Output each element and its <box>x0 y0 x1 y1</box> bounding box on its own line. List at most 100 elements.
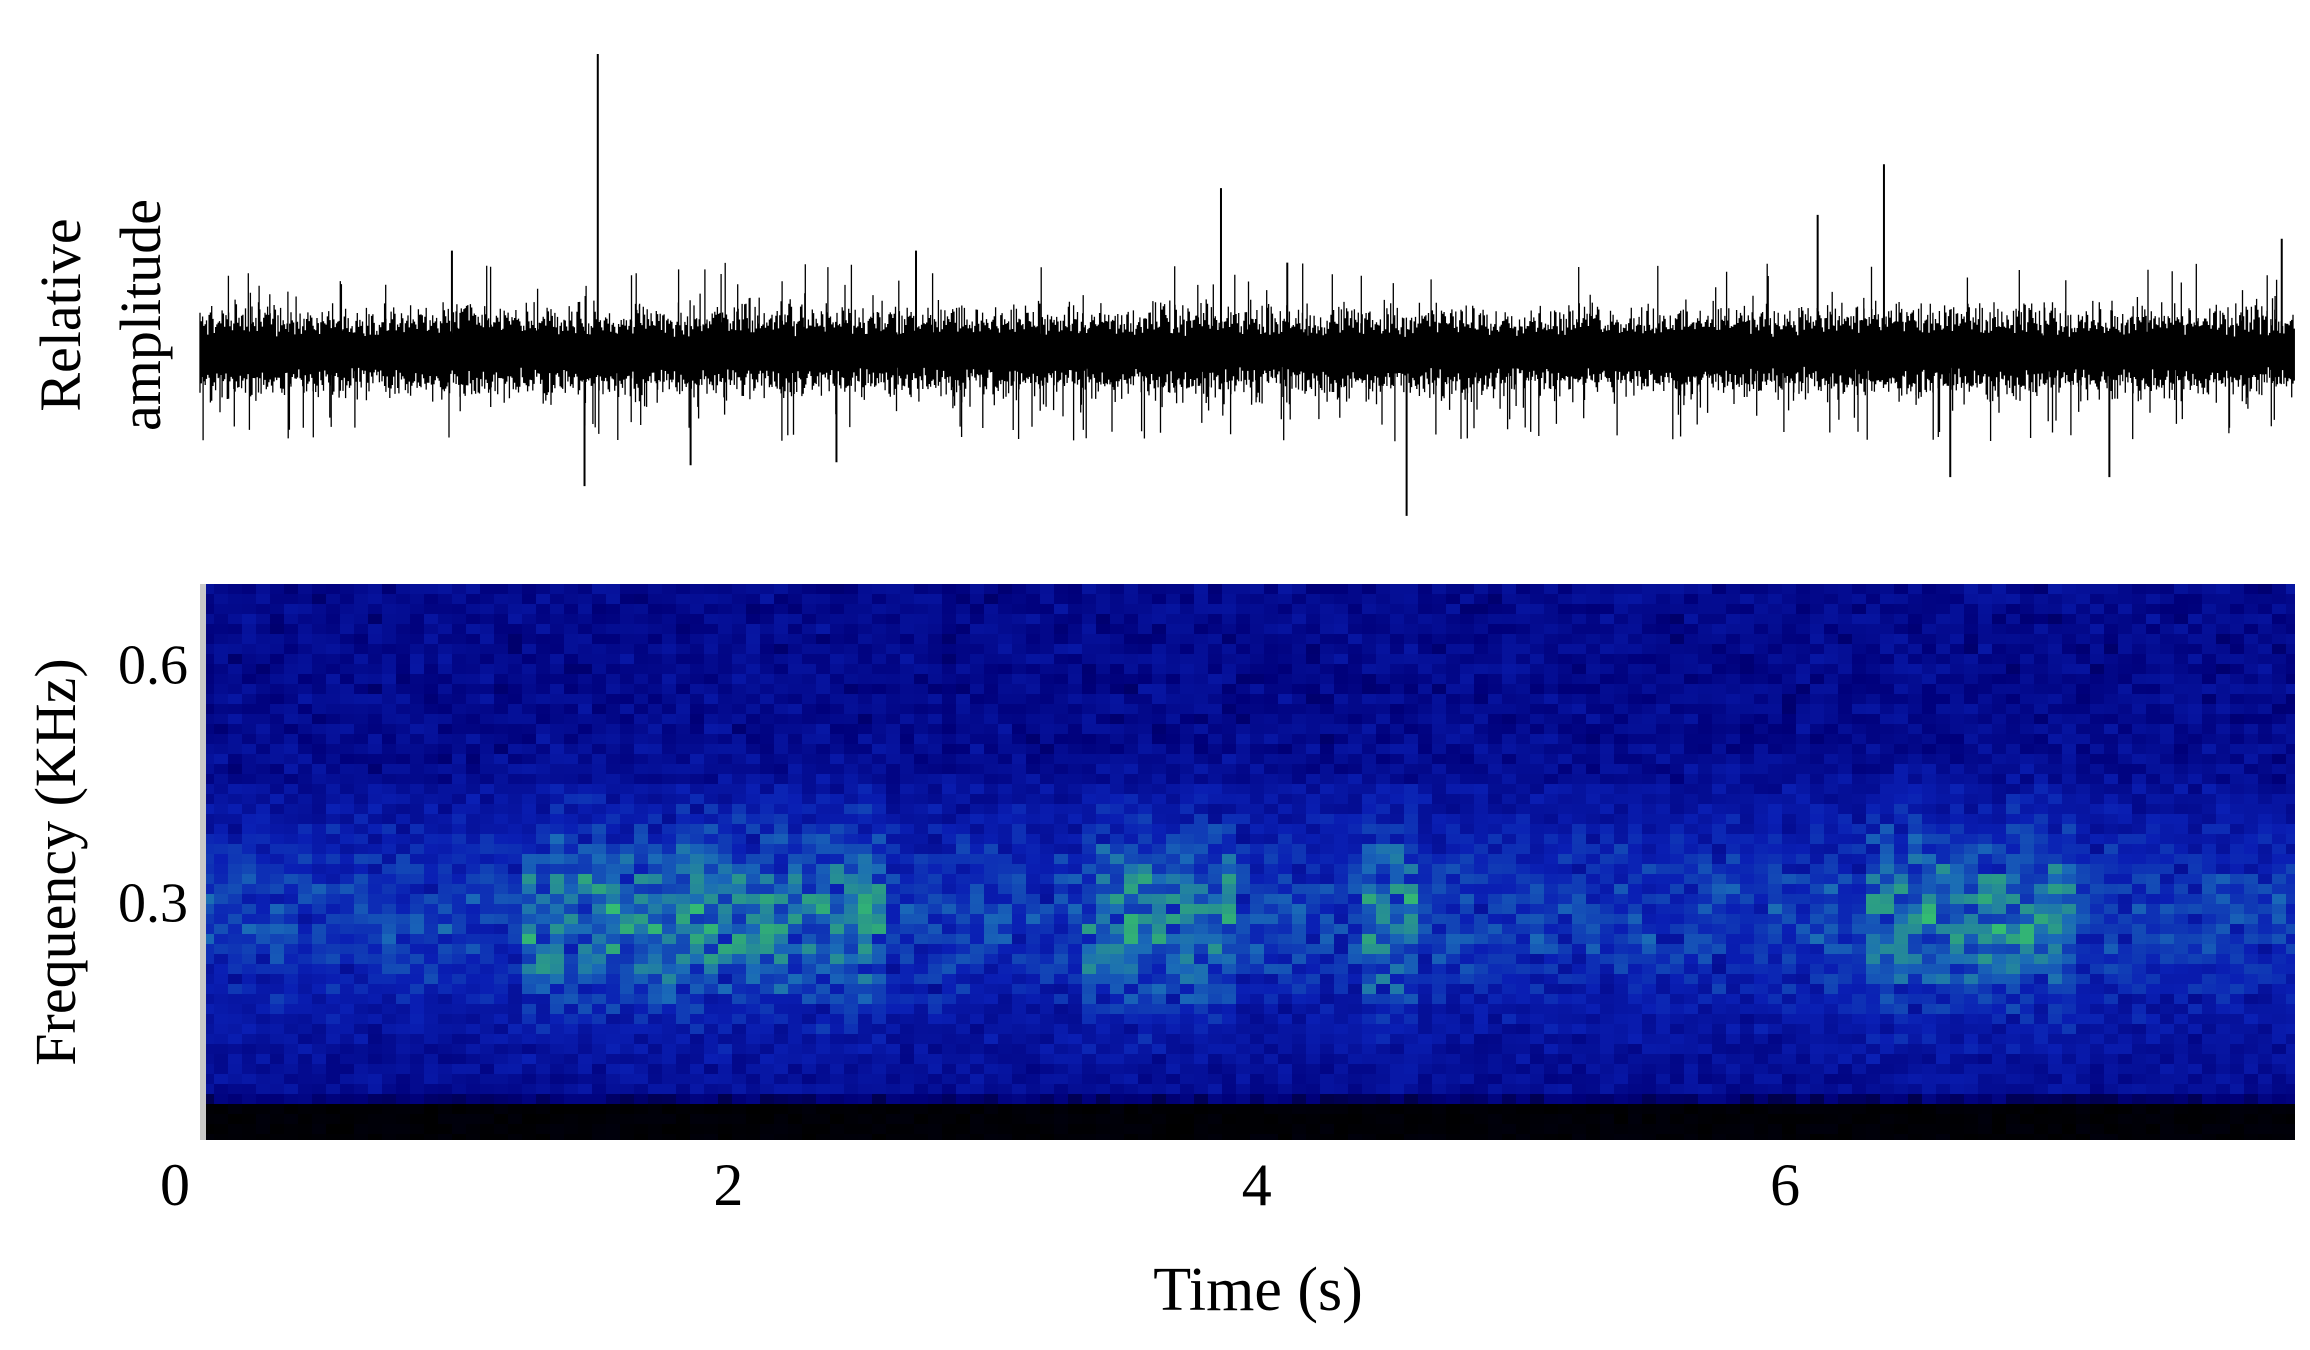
spectrogram-cell <box>1712 774 1727 785</box>
spectrogram-cell <box>1754 754 1769 765</box>
spectrogram-cell <box>466 724 481 735</box>
spectrogram-cell <box>256 714 271 725</box>
spectrogram-cell <box>2034 614 2049 625</box>
spectrogram-cell <box>508 614 523 625</box>
spectrogram-cell <box>998 624 1013 635</box>
spectrogram-cell <box>1572 804 1587 815</box>
spectrogram-cell <box>746 604 761 615</box>
spectrogram-cell <box>2160 604 2175 615</box>
spectrogram-cell <box>886 664 901 675</box>
spectrogram-cell <box>1810 654 1825 665</box>
spectrogram-cell <box>1250 784 1265 795</box>
spectrogram-cell <box>2090 764 2105 775</box>
spectrogram-cell <box>1866 724 1881 735</box>
spectrogram-cell <box>1572 624 1587 635</box>
spectrogram-cell <box>466 664 481 675</box>
spectrogram-cell <box>2132 594 2147 605</box>
spectrogram-cell <box>718 744 733 755</box>
spectrogram-cell <box>1530 864 1545 875</box>
spectrogram-cell <box>774 824 789 835</box>
spectrogram-cell <box>1474 674 1489 685</box>
spectrogram-cell <box>2286 604 2295 615</box>
spectrogram-cell <box>1404 614 1419 625</box>
spectrogram-cell <box>1922 614 1937 625</box>
spectrogram-cell <box>1418 754 1433 765</box>
spectrogram-cell <box>522 734 537 745</box>
spectrogram-cell <box>1460 894 1475 905</box>
spectrogram-cell <box>2272 624 2287 635</box>
spectrogram-cell <box>2104 654 2119 665</box>
spectrogram-cell <box>2188 854 2203 865</box>
spectrogram-cell <box>662 744 677 755</box>
spectrogram-cell <box>466 654 481 665</box>
spectrogram-cell <box>1502 724 1517 735</box>
spectrogram-cell <box>1054 724 1069 735</box>
spectrogram-cell <box>1278 714 1293 725</box>
spectrogram-cell <box>1502 584 1517 595</box>
spectrogram-cell <box>872 894 887 905</box>
spectrogram-cell <box>592 714 607 725</box>
spectrogram-cell <box>298 754 313 765</box>
spectrogram-cell <box>942 684 957 695</box>
spectrogram-cell <box>1166 804 1181 815</box>
spectrogram-cell <box>1936 674 1951 685</box>
spectrogram-cell <box>1124 784 1139 795</box>
spectrogram-cell <box>1194 624 1209 635</box>
spectrogram-cell <box>256 664 271 675</box>
spectrogram-cell <box>270 784 285 795</box>
spectrogram-cell <box>858 794 873 805</box>
spectrogram-cell <box>662 714 677 725</box>
spectrogram-cell <box>1614 654 1629 665</box>
spectrogram-cell <box>662 884 677 895</box>
spectrogram-cell <box>2146 644 2161 655</box>
spectrogram-cell <box>410 834 425 845</box>
spectrogram-cell <box>998 764 1013 775</box>
spectrogram-cell <box>494 894 509 905</box>
spectrogram-cell <box>984 804 999 815</box>
spectrogram-cell <box>1306 704 1321 715</box>
spectrogram-cell <box>1264 584 1279 595</box>
spectrogram-cell <box>466 674 481 685</box>
spectrogram-cell <box>522 914 537 925</box>
spectrogram-cell <box>760 764 775 775</box>
spectrogram-cell <box>1978 824 1993 835</box>
spectrogram-cell <box>1712 674 1727 685</box>
spectrogram-cell <box>942 844 957 855</box>
spectrogram-cell <box>648 854 663 865</box>
spectrogram-cell <box>984 844 999 855</box>
spectrogram-cell <box>634 784 649 795</box>
spectrogram-cell <box>1012 754 1027 765</box>
spectrogram-cell <box>1852 824 1867 835</box>
spectrogram-cell <box>564 624 579 635</box>
spectrogram-cell <box>746 614 761 625</box>
spectrogram-cell <box>2076 664 2091 675</box>
spectrogram-cell <box>2090 614 2105 625</box>
spectrogram-cell <box>984 834 999 845</box>
spectrogram-cell <box>1222 644 1237 655</box>
spectrogram-cell <box>1096 764 1111 775</box>
spectrogram-cell <box>242 594 257 605</box>
spectrogram-cell <box>1530 754 1545 765</box>
spectrogram-cell <box>354 914 369 925</box>
spectrogram-cell <box>536 904 551 915</box>
spectrogram-cell <box>1838 794 1853 805</box>
spectrogram-cell <box>1558 754 1573 765</box>
spectrogram-cell <box>1628 784 1643 795</box>
spectrogram-cell <box>298 654 313 665</box>
spectrogram-cell <box>1110 754 1125 765</box>
spectrogram-cell <box>2090 794 2105 805</box>
spectrogram-cell <box>494 854 509 865</box>
spectrogram-cell <box>914 884 929 895</box>
spectrogram-cell <box>396 824 411 835</box>
spectrogram-cell <box>1782 594 1797 605</box>
spectrogram-cell <box>620 884 635 895</box>
spectrogram-cell <box>1292 754 1307 765</box>
spectrogram-cell <box>816 884 831 895</box>
spectrogram-cell <box>1236 774 1251 785</box>
spectrogram-cell <box>1516 884 1531 895</box>
spectrogram-cell <box>816 784 831 795</box>
spectrogram-cell <box>1292 684 1307 695</box>
spectrogram-cell <box>1950 634 1965 645</box>
spectrogram-cell <box>1698 664 1713 675</box>
spectrogram-cell <box>746 774 761 785</box>
